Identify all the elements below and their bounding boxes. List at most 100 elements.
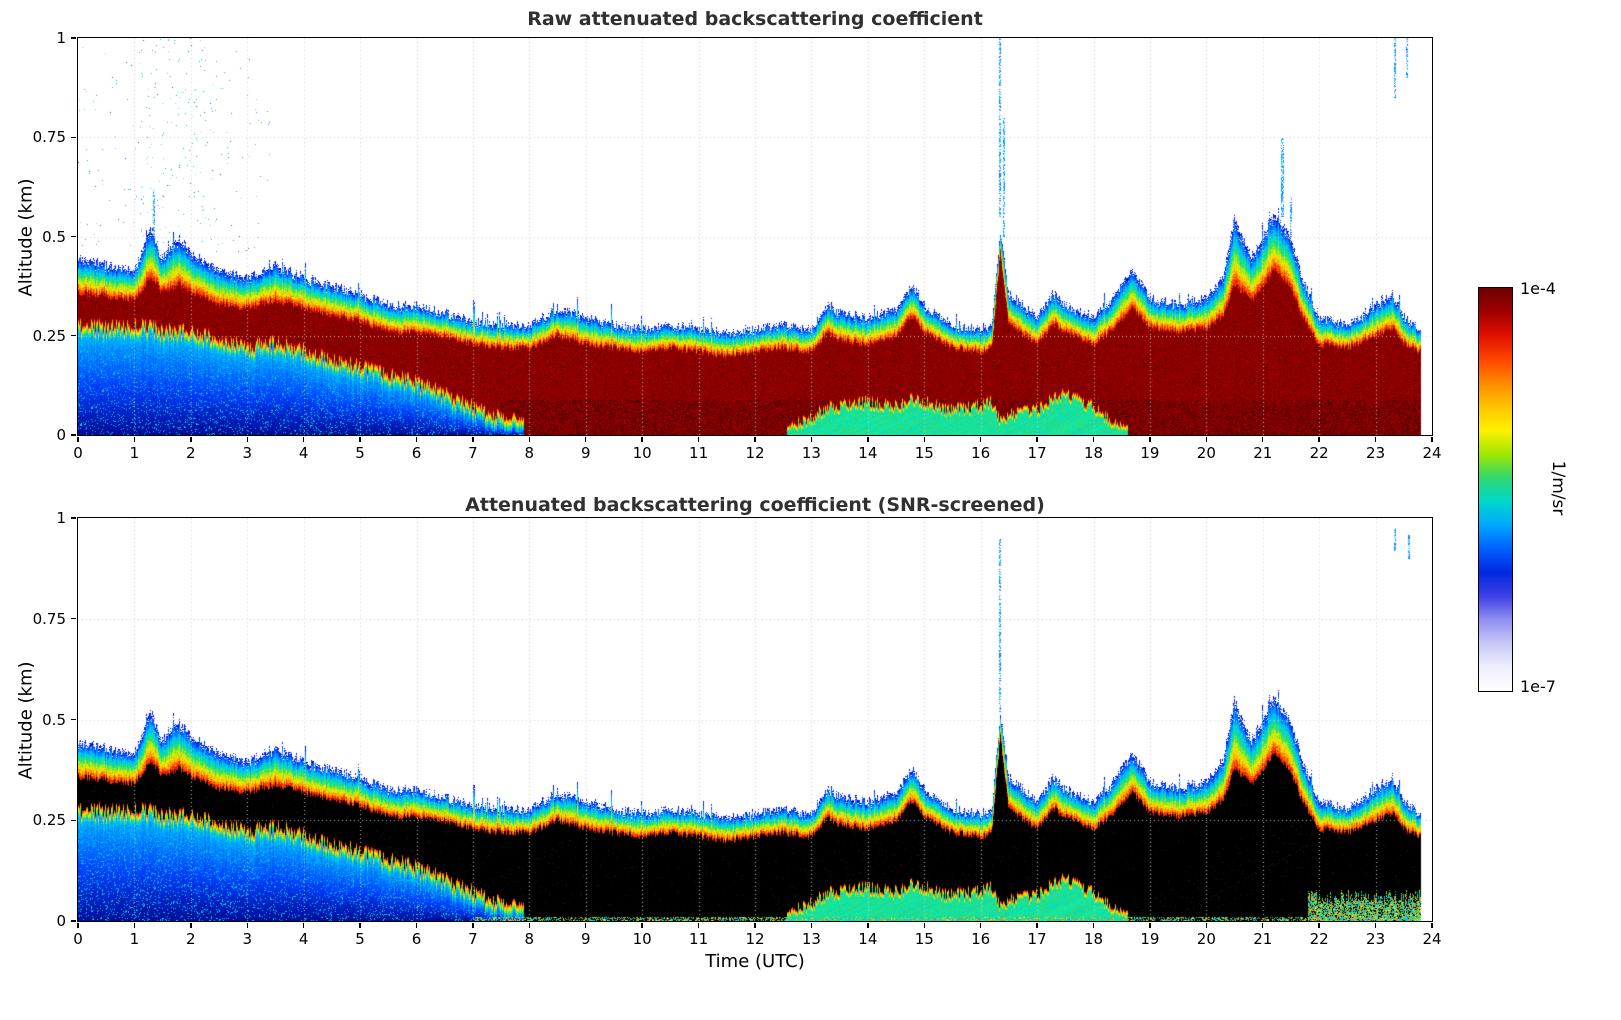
colorbar-min-label: 1e-7 bbox=[1520, 677, 1556, 696]
y-tick-mark bbox=[70, 235, 76, 238]
x-tick-mark bbox=[979, 922, 982, 928]
x-tick-label: 1 bbox=[129, 444, 140, 462]
screened-panel-title: Attenuated backscattering coefficient (S… bbox=[465, 494, 1045, 516]
x-tick-mark bbox=[641, 436, 643, 442]
colorbar bbox=[1478, 287, 1513, 692]
x-tick-label: 5 bbox=[355, 444, 365, 462]
x-tick-mark bbox=[472, 436, 474, 442]
y-tick-mark bbox=[70, 517, 76, 519]
x-tick-mark bbox=[867, 436, 869, 442]
x-tick-mark bbox=[810, 436, 813, 442]
x-tick-label: 15 bbox=[914, 930, 934, 948]
y-tick-mark bbox=[70, 37, 76, 39]
x-tick-mark bbox=[754, 922, 756, 928]
x-tick-mark bbox=[1205, 922, 1208, 928]
x-tick-label: 4 bbox=[298, 444, 309, 462]
x-tick-label: 23 bbox=[1366, 930, 1386, 948]
x-tick-mark bbox=[1149, 436, 1151, 442]
y-tick-mark bbox=[70, 618, 76, 620]
x-tick-mark bbox=[754, 436, 756, 442]
x-tick-label: 19 bbox=[1140, 444, 1160, 462]
x-tick-mark bbox=[697, 436, 700, 442]
x-tick-mark bbox=[1092, 922, 1095, 928]
x-axis-label: Time (UTC) bbox=[705, 951, 805, 972]
x-tick-mark bbox=[1262, 436, 1264, 442]
y-tick-label: 0.75 bbox=[32, 128, 66, 147]
x-tick-label: 8 bbox=[524, 444, 535, 462]
x-tick-label: 6 bbox=[411, 930, 422, 948]
x-tick-mark bbox=[1318, 922, 1320, 928]
x-tick-label: 17 bbox=[1027, 444, 1047, 462]
y-tick-label: 0.5 bbox=[42, 710, 66, 729]
x-tick-mark bbox=[1205, 436, 1208, 442]
y-tick-mark bbox=[70, 920, 76, 922]
raw-heatmap bbox=[76, 36, 1433, 436]
x-tick-label: 2 bbox=[186, 444, 196, 462]
x-tick-mark bbox=[923, 922, 925, 928]
x-tick-mark bbox=[1262, 922, 1264, 928]
x-tick-label: 24 bbox=[1422, 444, 1442, 462]
x-tick-mark bbox=[1092, 436, 1095, 442]
x-tick-mark bbox=[359, 922, 361, 928]
x-tick-mark bbox=[415, 436, 418, 442]
x-tick-label: 13 bbox=[801, 444, 821, 462]
x-tick-mark bbox=[133, 922, 136, 928]
x-tick-label: 6 bbox=[411, 444, 422, 462]
x-tick-label: 15 bbox=[914, 444, 934, 462]
x-tick-label: 20 bbox=[1196, 930, 1216, 948]
x-tick-mark bbox=[77, 436, 79, 442]
x-tick-label: 9 bbox=[580, 444, 591, 462]
colorbar-max-label: 1e-4 bbox=[1520, 279, 1556, 298]
y-tick-label: 0.75 bbox=[32, 609, 66, 628]
x-tick-label: 11 bbox=[689, 930, 709, 948]
x-tick-mark bbox=[528, 436, 531, 442]
x-tick-label: 5 bbox=[355, 930, 365, 948]
y-tick-label: 0.25 bbox=[32, 811, 66, 830]
colorbar-unit-label: 1/m/sr bbox=[1548, 460, 1568, 516]
x-tick-label: 12 bbox=[745, 930, 765, 948]
x-tick-label: 21 bbox=[1253, 444, 1273, 462]
x-tick-label: 20 bbox=[1196, 444, 1216, 462]
y-tick-mark bbox=[70, 434, 76, 436]
x-tick-label: 13 bbox=[801, 930, 821, 948]
x-tick-mark bbox=[867, 922, 869, 928]
x-tick-label: 19 bbox=[1140, 930, 1160, 948]
x-tick-mark bbox=[1431, 922, 1433, 928]
x-tick-mark bbox=[697, 922, 700, 928]
x-tick-label: 17 bbox=[1027, 930, 1047, 948]
x-tick-label: 3 bbox=[242, 930, 253, 948]
x-tick-label: 7 bbox=[468, 444, 478, 462]
x-tick-mark bbox=[585, 436, 587, 442]
x-tick-label: 4 bbox=[298, 930, 309, 948]
x-tick-mark bbox=[1036, 436, 1038, 442]
x-tick-mark bbox=[979, 436, 982, 442]
x-tick-mark bbox=[246, 436, 248, 442]
y-tick-mark bbox=[70, 819, 76, 821]
x-tick-label: 10 bbox=[632, 930, 652, 948]
x-tick-label: 14 bbox=[858, 930, 878, 948]
x-tick-label: 2 bbox=[186, 930, 196, 948]
x-tick-mark bbox=[641, 922, 643, 928]
x-tick-mark bbox=[415, 922, 418, 928]
y-tick-label: 1 bbox=[56, 29, 66, 47]
x-tick-mark bbox=[133, 436, 136, 442]
x-tick-mark bbox=[1149, 922, 1151, 928]
x-tick-label: 10 bbox=[632, 444, 652, 462]
x-tick-mark bbox=[472, 922, 474, 928]
y-tick-mark bbox=[70, 136, 76, 138]
y-tick-mark bbox=[70, 335, 76, 337]
x-tick-mark bbox=[190, 922, 192, 928]
x-tick-label: 22 bbox=[1309, 444, 1329, 462]
x-tick-label: 0 bbox=[73, 930, 83, 948]
x-tick-label: 9 bbox=[580, 930, 591, 948]
y-tick-label: 0.25 bbox=[32, 326, 66, 345]
x-tick-mark bbox=[923, 436, 925, 442]
x-tick-label: 21 bbox=[1253, 930, 1273, 948]
x-tick-mark bbox=[528, 922, 531, 928]
x-tick-label: 16 bbox=[971, 444, 991, 462]
x-tick-mark bbox=[1374, 922, 1377, 928]
x-tick-label: 24 bbox=[1422, 930, 1442, 948]
x-tick-mark bbox=[1431, 436, 1433, 442]
x-tick-label: 22 bbox=[1309, 930, 1329, 948]
